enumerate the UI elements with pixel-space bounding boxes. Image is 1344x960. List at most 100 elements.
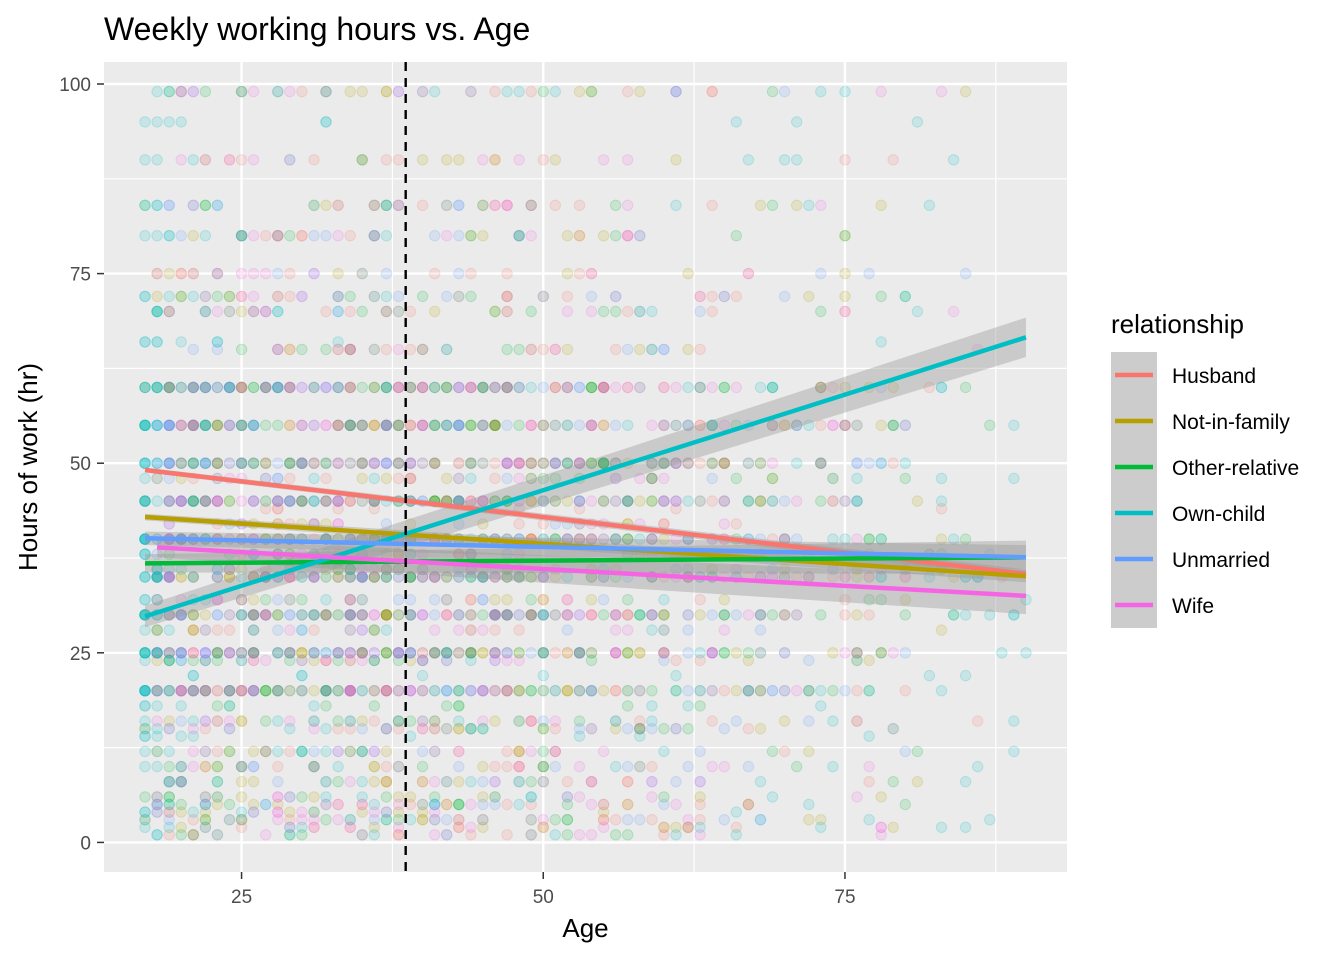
data-point bbox=[851, 647, 863, 659]
data-point bbox=[441, 472, 453, 485]
data-point bbox=[827, 472, 839, 485]
data-point bbox=[911, 116, 924, 128]
data-point bbox=[344, 343, 356, 356]
data-point bbox=[344, 419, 356, 431]
data-point bbox=[344, 419, 356, 431]
data-point bbox=[139, 290, 151, 303]
data-point bbox=[815, 609, 827, 621]
data-point bbox=[778, 609, 791, 621]
data-point bbox=[308, 760, 320, 773]
data-point bbox=[730, 609, 742, 621]
data-point bbox=[187, 571, 200, 583]
data-point bbox=[211, 419, 224, 431]
data-point bbox=[585, 685, 598, 697]
data-point bbox=[815, 457, 827, 469]
data-point bbox=[863, 654, 875, 667]
data-point bbox=[260, 798, 272, 811]
data-point bbox=[646, 760, 658, 773]
data-point bbox=[959, 821, 972, 833]
data-point bbox=[851, 457, 863, 469]
data-point bbox=[308, 267, 320, 280]
data-point bbox=[139, 723, 151, 735]
data-point bbox=[163, 647, 175, 659]
data-point bbox=[622, 647, 634, 659]
data-point bbox=[429, 305, 441, 318]
data-point bbox=[187, 829, 200, 841]
data-point bbox=[380, 776, 393, 788]
data-point bbox=[175, 381, 187, 394]
data-point bbox=[875, 199, 887, 212]
data-point bbox=[537, 821, 549, 833]
data-point bbox=[272, 776, 284, 788]
data-point bbox=[392, 381, 405, 394]
data-point bbox=[815, 457, 827, 469]
data-point bbox=[573, 457, 586, 469]
data-point bbox=[694, 609, 706, 621]
data-point bbox=[187, 829, 200, 841]
data-point bbox=[489, 571, 501, 583]
data-point bbox=[827, 760, 839, 773]
data-point bbox=[585, 609, 598, 621]
data-point bbox=[573, 267, 586, 280]
data-point bbox=[742, 457, 755, 469]
data-point bbox=[694, 776, 706, 788]
data-point bbox=[513, 685, 525, 697]
data-point bbox=[670, 503, 682, 515]
data-point bbox=[465, 829, 477, 841]
data-point bbox=[646, 533, 658, 545]
grid-major bbox=[104, 62, 1067, 872]
data-point bbox=[199, 685, 212, 697]
data-point bbox=[199, 290, 212, 303]
data-point bbox=[332, 419, 344, 431]
data-point bbox=[199, 821, 212, 833]
data-point bbox=[658, 609, 670, 621]
data-point bbox=[597, 230, 610, 242]
data-point bbox=[634, 381, 646, 394]
data-point bbox=[151, 745, 163, 758]
data-point bbox=[332, 419, 344, 431]
data-point bbox=[429, 419, 441, 431]
data-point bbox=[320, 495, 332, 507]
x-tick-label: 25 bbox=[231, 887, 252, 908]
data-point bbox=[199, 654, 212, 667]
data-point bbox=[549, 457, 561, 469]
data-point bbox=[247, 419, 260, 431]
data-point bbox=[670, 723, 682, 735]
data-point bbox=[706, 85, 718, 98]
data-point bbox=[573, 723, 586, 735]
data-point bbox=[211, 419, 224, 431]
data-point bbox=[151, 654, 163, 667]
data-point bbox=[223, 495, 236, 507]
data-point bbox=[139, 791, 151, 803]
data-point bbox=[199, 723, 212, 735]
data-point bbox=[296, 457, 308, 469]
data-point bbox=[332, 381, 344, 394]
data-point bbox=[187, 419, 200, 431]
data-point bbox=[453, 760, 465, 773]
data-point bbox=[199, 154, 212, 166]
data-point bbox=[935, 503, 948, 515]
data-point bbox=[392, 685, 405, 697]
data-point bbox=[223, 419, 236, 431]
data-point bbox=[453, 647, 465, 659]
data-point bbox=[175, 730, 187, 742]
data-point bbox=[260, 419, 272, 431]
data-point bbox=[151, 457, 163, 469]
data-point bbox=[477, 776, 489, 788]
data-point bbox=[247, 624, 260, 636]
data-point bbox=[199, 381, 212, 394]
data-point bbox=[296, 624, 308, 636]
data-point bbox=[187, 457, 200, 469]
data-point bbox=[380, 290, 393, 303]
data-point bbox=[175, 267, 187, 280]
data-point bbox=[441, 419, 453, 431]
data-point bbox=[947, 154, 960, 166]
data-point bbox=[380, 419, 393, 431]
data-point bbox=[260, 685, 272, 697]
data-point bbox=[887, 723, 899, 735]
data-point bbox=[489, 419, 501, 431]
data-point bbox=[513, 685, 525, 697]
data-point bbox=[429, 723, 441, 735]
data-point bbox=[622, 798, 634, 811]
data-point bbox=[344, 594, 356, 606]
